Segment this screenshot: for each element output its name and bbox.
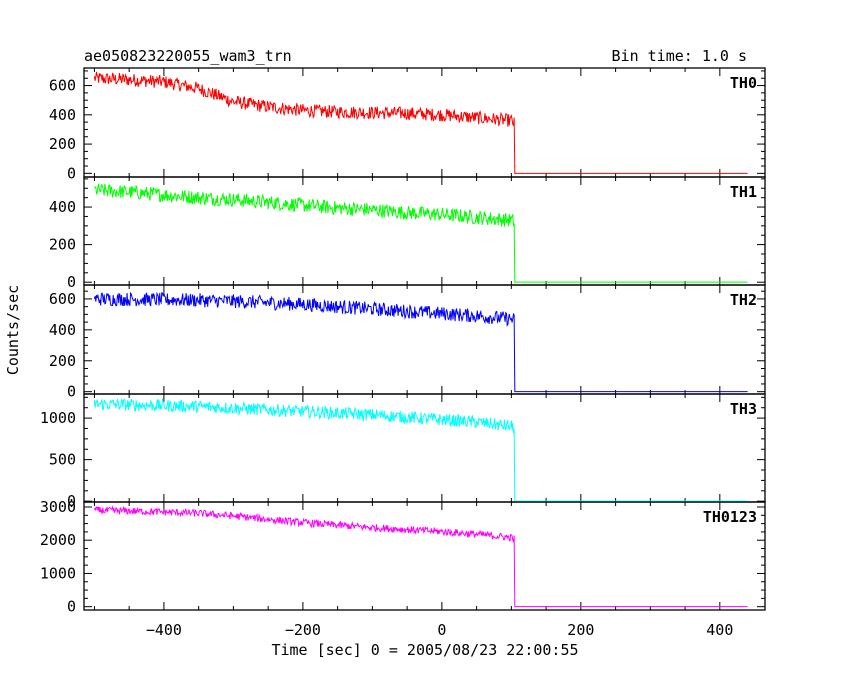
x-tick-label: 200: [567, 621, 594, 639]
y-tick-label: 0: [67, 383, 76, 401]
panel-th0: 0 200 400 600 TH0: [49, 67, 766, 182]
y-tick-label: 0: [67, 273, 76, 291]
series-name: TH1: [730, 183, 757, 201]
series-line-th0: [93, 71, 748, 174]
panel-th1: 0 200 400 TH1: [49, 176, 766, 291]
x-tick-label: 400: [706, 621, 733, 639]
panel-th0123: 0 1000 2000 3000 TH0123: [40, 498, 766, 616]
y-axis-label: Counts/sec: [4, 285, 22, 375]
x-tick-label: −200: [285, 621, 321, 639]
y-tick-label: 400: [49, 321, 76, 339]
y-tick-label: 400: [49, 106, 76, 124]
y-tick-label: 200: [49, 236, 76, 254]
panel-frame: [83, 501, 766, 611]
y-tick-label: 2000: [40, 531, 76, 549]
x-axis: −400 −200 0 200 400: [146, 621, 734, 639]
series-name: TH2: [730, 291, 757, 309]
panel-frame: [83, 284, 766, 395]
series-line-th3: [93, 397, 748, 502]
y-tick-label: 200: [49, 135, 76, 153]
panel-frame: [83, 176, 766, 286]
x-axis-label: Time [sec] 0 = 2005/08/23 22:00:55: [271, 641, 578, 659]
y-tick-label: 500: [49, 451, 76, 469]
y-tick-label: 1000: [40, 409, 76, 427]
y-tick-label: 400: [49, 198, 76, 216]
series-name: TH3: [730, 400, 757, 418]
x-tick-label: 0: [437, 621, 446, 639]
panels-group: 0 200 400 600 TH0 0 200 400 TH1 0 200 400 600 TH2 0 500…: [40, 67, 766, 616]
series-line-th1: [94, 183, 748, 283]
series-name: TH0: [730, 74, 757, 92]
panel-th2: 0 200 400 600 TH2: [49, 284, 766, 401]
x-tick-label: −400: [146, 621, 182, 639]
y-tick-label: 600: [49, 77, 76, 95]
series-line-th0123: [93, 505, 748, 608]
panel-th3: 0 500 1000 TH3: [40, 393, 766, 510]
y-tick-label: 3000: [40, 498, 76, 516]
y-tick-label: 0: [67, 598, 76, 616]
series-name: TH0123: [703, 508, 757, 526]
chart-title: ae050823220055_wam3_trn: [84, 47, 292, 65]
panel-frame: [83, 393, 766, 503]
y-tick-label: 0: [67, 164, 76, 182]
bin-time-label: Bin time: 1.0 s: [612, 47, 747, 65]
y-tick-label: 200: [49, 352, 76, 370]
series-line-th2: [93, 291, 748, 393]
y-tick-label: 1000: [40, 564, 76, 582]
y-tick-label: 0: [67, 492, 76, 510]
y-tick-label: 600: [49, 290, 76, 308]
